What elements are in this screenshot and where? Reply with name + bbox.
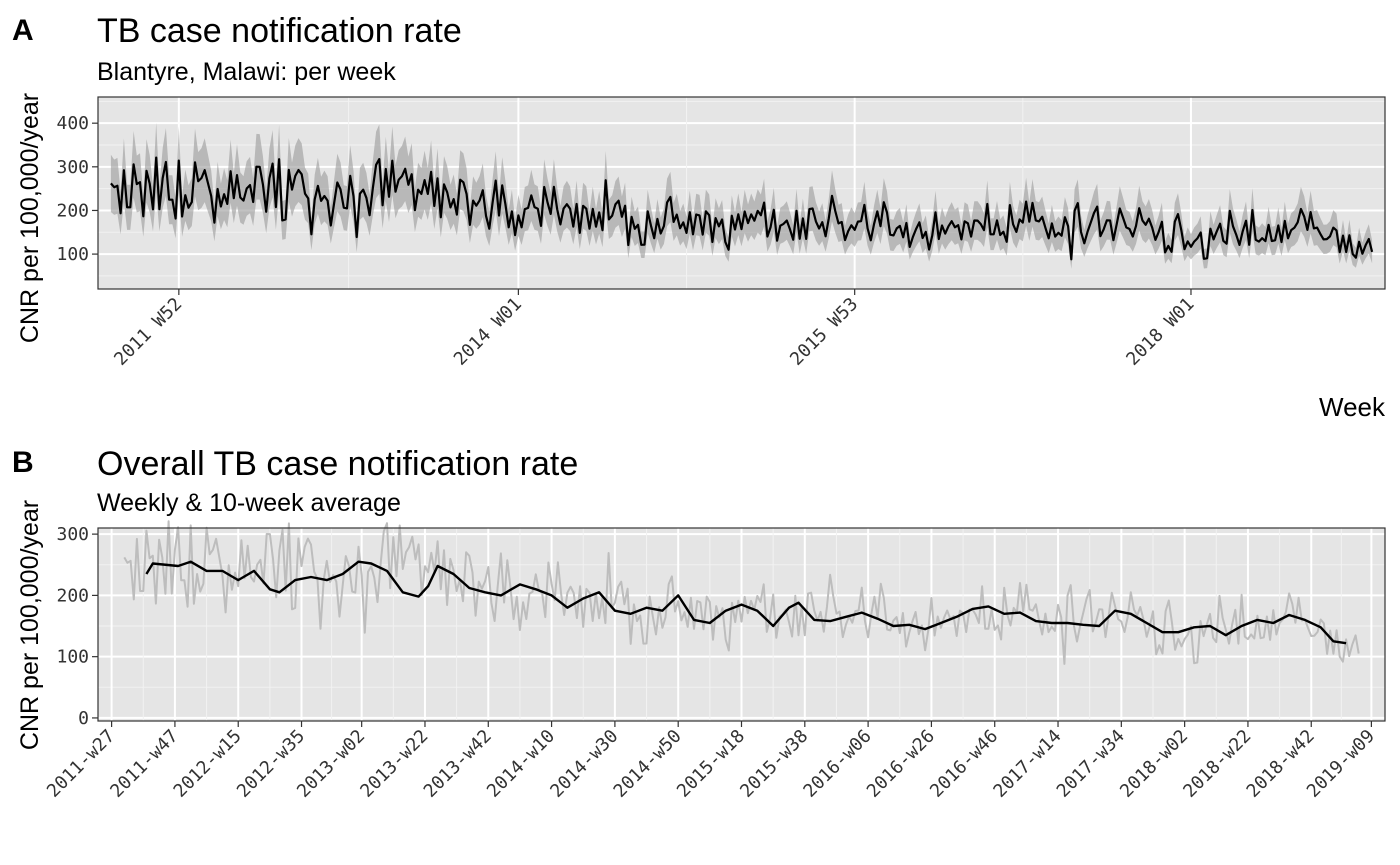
x-tick-label: 2012-w15: [170, 726, 246, 802]
x-tick-label: 2017-w34: [1053, 726, 1129, 802]
x-tick-label: 2011-w27: [43, 726, 119, 802]
x-tick-label: 2016-w46: [926, 726, 1002, 802]
x-tick-label: 2011-w47: [106, 726, 182, 802]
x-tick-label: 2011 W52: [110, 294, 186, 370]
y-tick-label: 0: [78, 708, 89, 729]
x-tick-label: 2016-w26: [863, 726, 939, 802]
ten-week-average-line: [145, 560, 1347, 645]
y-tick-label: 300: [56, 524, 89, 545]
x-tick-label: 2018-w02: [1116, 726, 1192, 802]
x-tick-label: 2013-w22: [356, 726, 432, 802]
panel-a-title: TB case notification rate: [97, 12, 462, 50]
panel-a-series: [110, 156, 1374, 261]
x-tick-label: 2014-w10: [483, 726, 559, 802]
panel-a-ylabel: CNR per 100,000/year: [16, 93, 44, 343]
panel-b-letter: B: [12, 446, 34, 479]
x-tick-label: 2013-w42: [420, 726, 496, 802]
panel-a-letter: A: [12, 14, 34, 47]
panel-a-subtitle: Blantyre, Malawi: per week: [97, 58, 396, 86]
y-tick-label: 400: [56, 113, 89, 134]
x-tick-label: 2015-w18: [673, 726, 749, 802]
panel-b-ylabel: CNR per 100,000/year: [16, 500, 44, 750]
x-tick-label: 2017-w14: [989, 726, 1065, 802]
x-tick-label: 2015-w38: [736, 726, 812, 802]
panel-a-plot-border: [97, 96, 1386, 290]
x-tick-label: 2014 W01: [450, 294, 526, 370]
confidence-band: [110, 122, 1373, 269]
panel-a-xlabel: Week: [1319, 392, 1386, 422]
panel-b-title: Overall TB case notification rate: [97, 445, 578, 483]
y-tick-label: 100: [56, 244, 89, 265]
panel-a-confidence-band: [110, 122, 1373, 269]
x-tick-label: 2014-w30: [546, 726, 622, 802]
weekly-cnr-line: [123, 520, 1360, 665]
panel-b-subtitle: Weekly & 10-week average: [97, 489, 401, 517]
x-tick-label: 2018 W01: [1122, 294, 1198, 370]
weekly-cnr-line: [110, 156, 1374, 261]
x-tick-label: 2016-w06: [799, 726, 875, 802]
y-tick-label: 200: [56, 585, 89, 606]
y-tick-label: 100: [56, 647, 89, 668]
y-tick-label: 300: [56, 157, 89, 178]
panel-b-series: [123, 520, 1360, 665]
x-tick-label: 2014-w50: [610, 726, 686, 802]
x-tick-label: 2015 W53: [786, 294, 862, 370]
y-tick-label: 200: [56, 200, 89, 221]
x-tick-label: 2018-w22: [1179, 726, 1255, 802]
